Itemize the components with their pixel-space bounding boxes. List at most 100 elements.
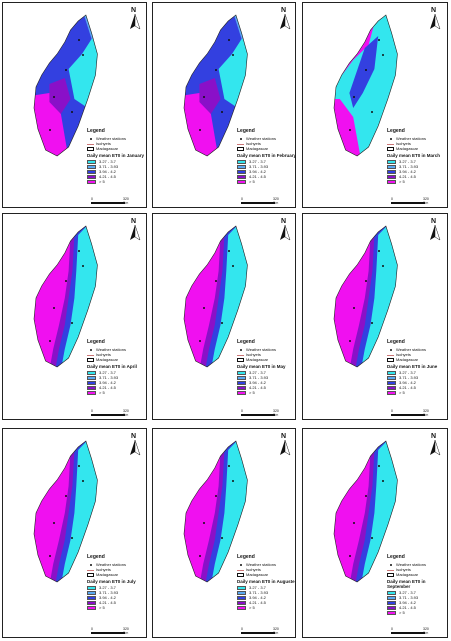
legend-class-label: 3.71 - 3.93 [99, 590, 119, 595]
legend-class-row: 3.71 - 3.93 [237, 375, 295, 380]
north-label: N [281, 7, 287, 14]
legend-class-row: 3.94 - 4.2 [87, 169, 146, 174]
legend-class-row: 3.71 - 3.93 [237, 590, 295, 595]
map-panel-april: N Legend Weather stations Isohyets Madag… [2, 213, 147, 420]
weather-station-dot [220, 322, 223, 324]
scale-left-label: 0 [241, 197, 243, 201]
weather-station-dot [49, 340, 52, 342]
legend-class-label: > 5 [399, 390, 405, 395]
weather-station-dot [232, 265, 235, 267]
legend-class-row: 3.94 - 4.2 [237, 380, 295, 385]
legend-class-label: 4.21 - 4.5 [399, 174, 416, 179]
madagascar-symbol-icon [87, 572, 94, 577]
north-arrow-icon: N [427, 7, 443, 31]
map-legend: Legend Weather stations Isohyets Madagas… [387, 129, 447, 184]
legend-class-row: 3.27 - 3.7 [87, 585, 146, 590]
legend-class-row: 4.21 - 4.5 [87, 385, 146, 390]
isohyets-label: Isohyets [396, 141, 411, 146]
legend-swatch [87, 380, 96, 385]
map-legend: Legend Weather stations Isohyets Madagas… [87, 340, 146, 395]
legend-class-label: 3.94 - 4.2 [99, 169, 116, 174]
weather-station-dot [53, 96, 56, 98]
station-symbol-icon [89, 348, 92, 351]
weather-station-dot [53, 307, 56, 309]
legend-subtitle: Daily mean ET0 in April [87, 364, 137, 369]
legend-swatch [387, 174, 396, 179]
legend-class-row: 3.27 - 3.7 [237, 159, 295, 164]
legend-swatch [387, 164, 396, 169]
legend-class-label: 3.71 - 3.93 [99, 164, 119, 169]
madagascar-symbol-icon [387, 357, 394, 362]
legend-swatch [387, 370, 396, 375]
madagascar-map [161, 9, 257, 159]
legend-swatch [387, 159, 396, 164]
stations-label: Weather stations [246, 562, 276, 567]
legend-class-row: 3.27 - 3.7 [387, 159, 447, 164]
madagascar-label: Madagascar [246, 572, 269, 577]
legend-swatch [87, 179, 96, 184]
station-symbol-icon [239, 348, 242, 351]
map-panel-june: N Legend Weather stations Isohyets Madag… [302, 213, 448, 420]
legend-class-label: 3.94 - 4.2 [249, 169, 266, 174]
north-arrow-icon: N [277, 7, 293, 31]
legend-swatch [87, 585, 96, 590]
legend-swatch [387, 179, 396, 184]
weather-station-dot [78, 465, 81, 467]
legend-swatch [387, 385, 396, 390]
weather-station-dot [353, 96, 356, 98]
map-panel-auguste: N Legend Weather stations Isohyets Madag… [152, 428, 296, 638]
weather-station-dot [378, 465, 381, 467]
weather-station-dot [64, 69, 67, 71]
legend-class-label: > 5 [249, 390, 255, 395]
scale-right-label: 320 Km [123, 197, 129, 205]
legend-swatch [87, 385, 96, 390]
legend-swatch [387, 605, 396, 610]
legend-swatch [237, 159, 246, 164]
legend-swatch [87, 390, 96, 395]
weather-station-dot [228, 465, 231, 467]
stations-label: Weather stations [396, 347, 426, 352]
weather-station-dot [353, 522, 356, 524]
legend-class-label: 3.27 - 3.7 [249, 370, 266, 375]
legend-class-row: 3.27 - 3.7 [237, 370, 295, 375]
legend-class-row: > 5 [87, 605, 146, 610]
weather-station-dot [364, 280, 367, 282]
legend-class-label: 4.21 - 4.5 [249, 385, 266, 390]
scale-left-label: 0 [91, 409, 93, 413]
scale-bar-graphic [241, 414, 275, 416]
isohyet-symbol-icon [87, 354, 94, 356]
legend-class-label: 3.71 - 3.93 [399, 164, 419, 169]
legend-swatch [387, 390, 396, 395]
station-symbol-icon [389, 348, 392, 351]
legend-class-label: 3.94 - 4.2 [249, 380, 266, 385]
weather-station-dot [370, 322, 373, 324]
stations-label: Weather stations [96, 136, 126, 141]
madagascar-map [161, 435, 257, 585]
legend-class-row: 3.94 - 4.2 [87, 595, 146, 600]
stations-label: Weather stations [396, 136, 426, 141]
madagascar-map [311, 9, 407, 159]
legend-class-label: > 5 [399, 610, 405, 615]
scale-left-label: 0 [391, 197, 393, 201]
legend-subtitle: Daily mean ET0 in July [87, 579, 136, 584]
legend-class-row: 3.27 - 3.7 [87, 370, 146, 375]
scale-left-label: 0 [391, 627, 393, 631]
madagascar-map [11, 9, 107, 159]
madagascar-symbol-icon [87, 146, 94, 151]
legend-class-row: 4.21 - 4.5 [87, 174, 146, 179]
weather-station-dot [203, 96, 206, 98]
weather-station-dot [49, 129, 52, 131]
scale-left-label: 0 [91, 627, 93, 631]
scale-right-label: 320 Km [273, 197, 279, 205]
legend-swatch [87, 375, 96, 380]
legend-class-row: 3.27 - 3.7 [237, 585, 295, 590]
legend-title: Legend [87, 554, 105, 560]
legend-class-label: 3.94 - 4.2 [99, 595, 116, 600]
weather-station-dot [70, 111, 73, 113]
madagascar-map [311, 220, 407, 370]
north-label: N [131, 433, 137, 440]
legend-swatch [387, 375, 396, 380]
map-panel-may: N Legend Weather stations Isohyets Madag… [152, 213, 296, 420]
legend-subtitle: Daily mean ET0 in May [237, 364, 286, 369]
legend-class-row: 4.21 - 4.5 [237, 385, 295, 390]
